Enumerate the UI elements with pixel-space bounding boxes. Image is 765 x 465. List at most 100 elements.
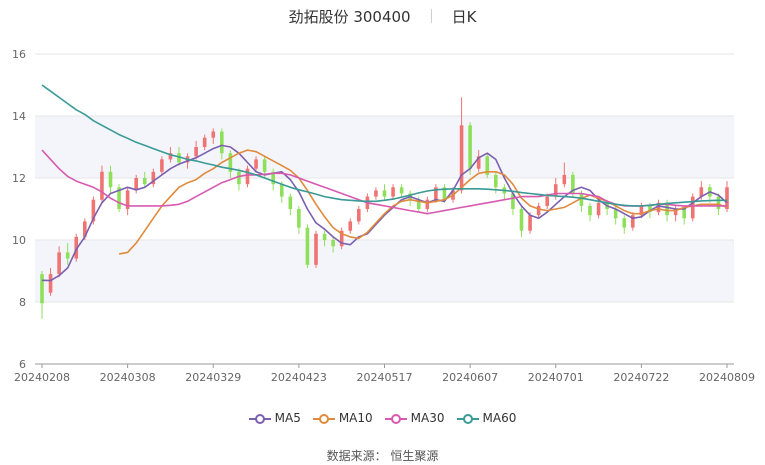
legend-label: MA5 bbox=[274, 411, 301, 425]
candle-body bbox=[673, 209, 678, 216]
candle-body bbox=[613, 209, 618, 219]
candle-body bbox=[160, 159, 164, 172]
ma-lines bbox=[41, 84, 728, 282]
series-line-ma10 bbox=[118, 149, 728, 255]
grid-bands bbox=[35, 116, 734, 302]
legend-dot bbox=[254, 413, 265, 424]
candle-body bbox=[665, 202, 669, 216]
x-tick-label: 20240423 bbox=[271, 371, 327, 384]
candle-body bbox=[682, 209, 686, 219]
legend-item-ma10[interactable]: MA10 bbox=[312, 411, 373, 425]
candle-body bbox=[202, 137, 207, 147]
candle-body bbox=[125, 190, 130, 209]
candle-body bbox=[57, 252, 61, 275]
candle-body bbox=[168, 153, 173, 160]
series-line-ma60 bbox=[41, 84, 727, 207]
candle-body bbox=[117, 187, 121, 209]
candle-body bbox=[528, 215, 532, 231]
candle-body bbox=[699, 187, 704, 197]
candle-body bbox=[228, 153, 233, 172]
legend-label: MA10 bbox=[338, 411, 373, 425]
legend-marker-icon bbox=[312, 413, 335, 424]
grid-band bbox=[35, 240, 734, 302]
legend-item-ma30[interactable]: MA30 bbox=[384, 411, 445, 425]
candle-body bbox=[211, 131, 216, 138]
candle-body bbox=[331, 240, 335, 247]
y-tick-label: 14 bbox=[12, 110, 26, 123]
candle-body bbox=[254, 159, 258, 169]
candle-body bbox=[442, 187, 447, 200]
candle-body bbox=[279, 184, 284, 197]
candle-body bbox=[245, 168, 250, 185]
candle-body bbox=[416, 199, 421, 209]
candle-body bbox=[40, 274, 44, 304]
candle-body bbox=[134, 178, 138, 191]
x-tick-label: 20240517 bbox=[357, 371, 413, 384]
candle-body bbox=[65, 252, 70, 259]
x-tick-label: 20240809 bbox=[699, 371, 755, 384]
candle-body bbox=[434, 187, 438, 200]
candle-body bbox=[716, 196, 721, 209]
candle-body bbox=[579, 193, 584, 206]
candle-body bbox=[571, 174, 575, 194]
series-line-ma5 bbox=[41, 144, 728, 282]
candle-body bbox=[511, 193, 515, 209]
x-tick-label: 20240208 bbox=[14, 371, 70, 384]
candle-body bbox=[237, 171, 241, 185]
candle-body bbox=[468, 125, 472, 169]
candle-body bbox=[220, 131, 224, 154]
legend-dot bbox=[390, 413, 401, 424]
candle-body bbox=[485, 156, 490, 175]
x-tick-label: 20240701 bbox=[528, 371, 584, 384]
candle-body bbox=[48, 274, 53, 293]
legend-item-ma60[interactable]: MA60 bbox=[456, 411, 516, 425]
candle-body bbox=[348, 221, 353, 231]
candle-body bbox=[399, 187, 404, 194]
x-tick-label: 20240308 bbox=[100, 371, 156, 384]
candle-body bbox=[536, 205, 541, 216]
candle-body bbox=[374, 190, 378, 197]
candle-body bbox=[194, 147, 198, 157]
candle-body bbox=[562, 174, 567, 185]
candle-body bbox=[459, 125, 464, 191]
candle-body bbox=[553, 184, 558, 197]
grid-band bbox=[35, 116, 734, 178]
candle-body bbox=[297, 209, 301, 228]
legend-marker-icon bbox=[248, 413, 271, 424]
candle-body bbox=[177, 153, 181, 163]
candle-body bbox=[631, 215, 635, 228]
candle-body bbox=[639, 205, 644, 216]
candle-body bbox=[382, 190, 387, 197]
candle-body bbox=[74, 236, 79, 259]
chart-title: 劲拓股份 300400 日K bbox=[0, 6, 765, 27]
y-tick-label: 10 bbox=[12, 234, 26, 247]
data-source: 数据来源： 恒生聚源 bbox=[326, 449, 439, 463]
candle-body bbox=[357, 209, 361, 222]
y-tick-label: 12 bbox=[12, 172, 26, 185]
candle-body bbox=[656, 202, 661, 213]
candle-body bbox=[91, 199, 96, 222]
candle-body bbox=[100, 171, 104, 200]
candle-body bbox=[108, 171, 113, 188]
x-tick-label: 20240722 bbox=[613, 371, 669, 384]
legend-label: MA30 bbox=[410, 411, 445, 425]
x-tick-label: 20240329 bbox=[185, 371, 241, 384]
candle-body bbox=[262, 159, 267, 172]
candle-body bbox=[305, 227, 310, 265]
title-divider bbox=[430, 9, 432, 23]
candle-body bbox=[142, 178, 147, 185]
stock-name: 劲拓股份 300400 bbox=[288, 8, 411, 26]
candle-body bbox=[476, 156, 481, 169]
y-tick-label: 8 bbox=[19, 296, 26, 309]
candle-body bbox=[288, 196, 293, 209]
grid-lines bbox=[35, 53, 734, 365]
candle-body bbox=[425, 199, 430, 209]
candle-body bbox=[588, 205, 592, 216]
y-tick-label: 6 bbox=[19, 358, 26, 371]
candle-body bbox=[322, 233, 327, 240]
candle-body bbox=[271, 171, 275, 185]
axes: 6 8 10 12 14 16 20240208 20240308 20240329 202404… bbox=[12, 48, 755, 384]
candle-body bbox=[519, 209, 524, 231]
legend-item-ma5[interactable]: MA5 bbox=[248, 411, 301, 425]
